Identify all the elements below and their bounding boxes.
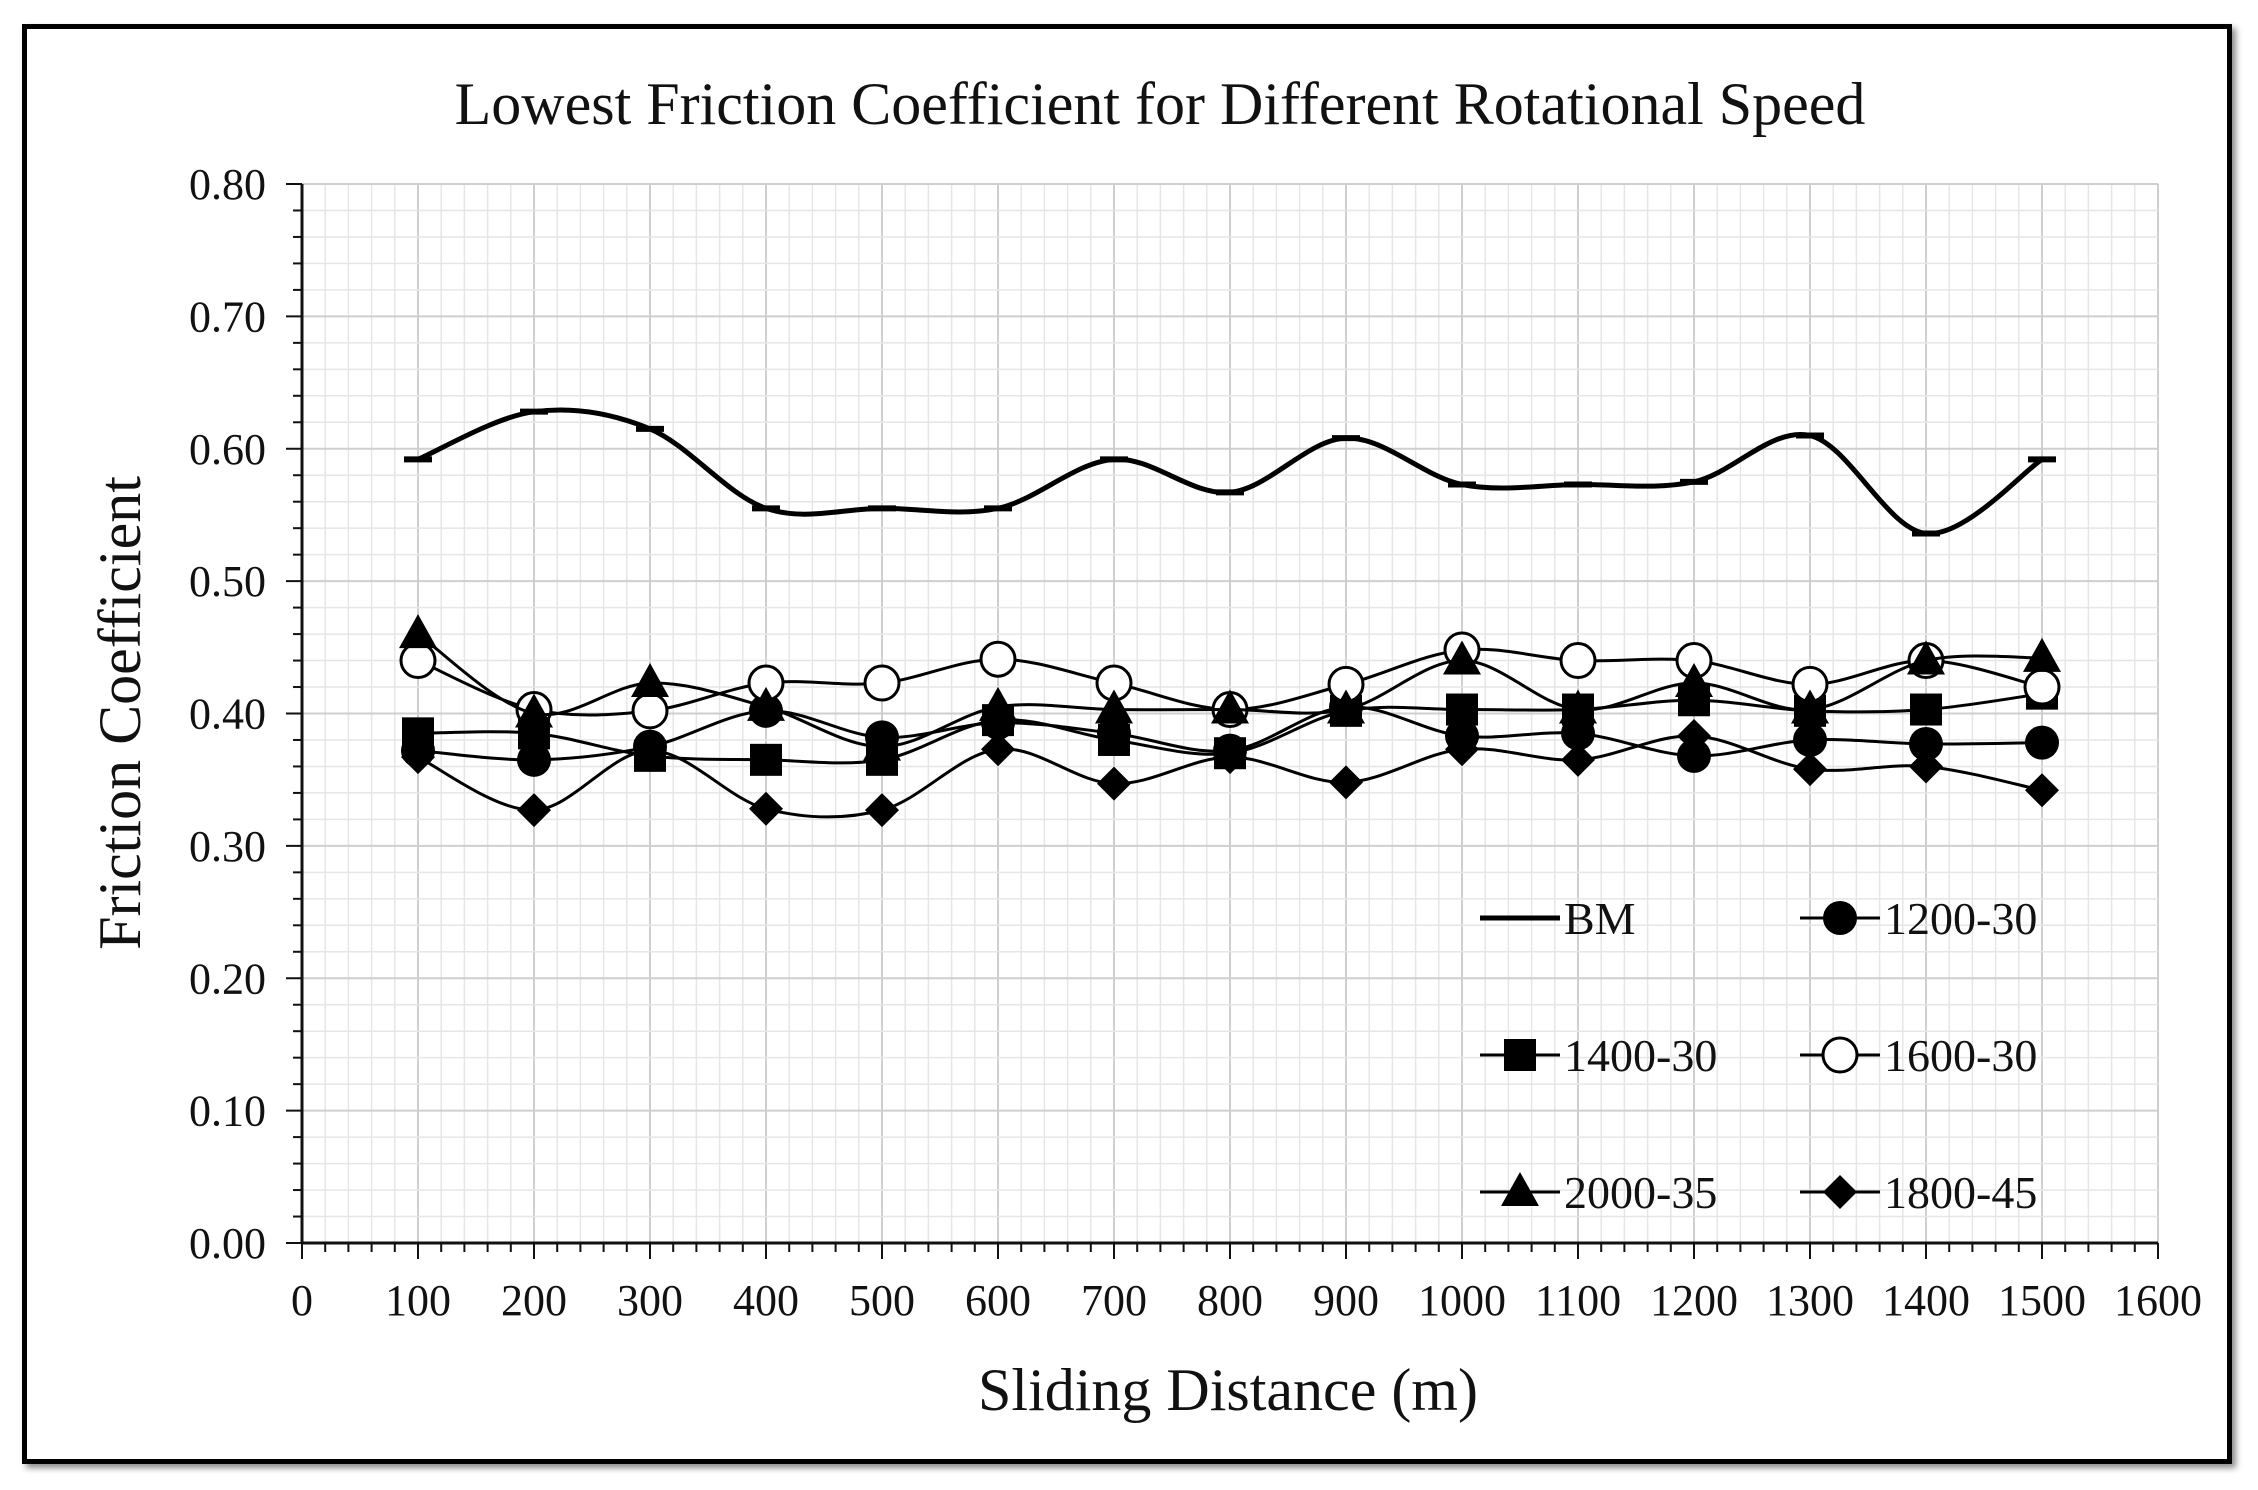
data-point [1443, 640, 1481, 675]
x-tick-label: 0 [291, 1276, 313, 1325]
x-tick-label: 1100 [1535, 1276, 1621, 1325]
data-point [631, 692, 669, 730]
x-tick-label: 400 [733, 1276, 799, 1325]
y-tick-label: 0.50 [189, 557, 266, 606]
y-tick-label: 0.80 [189, 160, 266, 209]
data-point [517, 793, 551, 828]
legend-swatch-marker [1823, 901, 1857, 935]
data-point [863, 664, 901, 702]
data-point [1327, 689, 1365, 724]
data-point [1559, 689, 1597, 724]
data-point [1907, 640, 1945, 675]
data-point [1098, 723, 1130, 756]
data-point [750, 743, 782, 776]
x-tick-label: 500 [849, 1276, 915, 1325]
data-point [633, 733, 667, 768]
legend-item: BM [1480, 893, 1636, 944]
x-tick-label: 200 [501, 1276, 567, 1325]
plot-grid [301, 183, 2159, 1244]
chart-title: Lowest Friction Coefficient for Differen… [455, 71, 1866, 137]
data-point [1909, 749, 1943, 784]
legend-label: 1600-30 [1884, 1030, 2037, 1081]
series-2000-35 [399, 614, 2061, 761]
legend-label: 1400-30 [1564, 1030, 1717, 1081]
legend-label: 1800-45 [1884, 1167, 2037, 1218]
data-point [2023, 668, 2061, 706]
legend-swatch-marker [1501, 1172, 1539, 1206]
legend-item: 1800-45 [1800, 1167, 2037, 1218]
data-point [401, 740, 435, 775]
data-point [1793, 722, 1827, 757]
data-point [1329, 765, 1363, 800]
data-point [1677, 719, 1711, 754]
data-point [863, 726, 901, 761]
data-point [1097, 766, 1131, 801]
x-tick-label: 100 [385, 1276, 451, 1325]
legend-label: 1200-30 [1884, 893, 2037, 944]
plot-axes: 0 100 200 300 400 500 600 700 800 900 1000 1100 1200… [189, 160, 2202, 1325]
data-point [399, 642, 437, 680]
legend-item: 1200-30 [1800, 893, 2037, 944]
data-point [399, 614, 437, 649]
y-axis-title: Friction Coefficient [87, 476, 153, 950]
data-point [1909, 726, 1943, 761]
data-point [865, 793, 899, 828]
y-tick-label: 0.40 [189, 690, 266, 739]
data-point [1213, 740, 1247, 775]
data-point [979, 640, 1017, 678]
x-tick-label: 300 [617, 1276, 683, 1325]
y-tick-label: 0.30 [189, 822, 266, 871]
data-point [979, 686, 1017, 721]
x-tick-label: 800 [1197, 1276, 1263, 1325]
x-tick-label: 1400 [1882, 1276, 1970, 1325]
legend-item: 1600-30 [1800, 1030, 2037, 1081]
series-layer [399, 407, 2061, 828]
x-tick-label: 1300 [1766, 1276, 1854, 1325]
data-point [749, 791, 783, 826]
x-tick-label: 1200 [1650, 1276, 1738, 1325]
series-BM [404, 407, 2056, 537]
y-tick-label: 0.10 [189, 1087, 266, 1136]
data-point [1910, 693, 1942, 726]
legend-item: 1400-30 [1480, 1030, 1717, 1081]
x-tick-label: 1600 [2114, 1276, 2202, 1325]
x-tick-label: 900 [1313, 1276, 1379, 1325]
data-point [1561, 742, 1595, 777]
data-point [1211, 689, 1249, 724]
y-tick-label: 0.20 [189, 954, 266, 1003]
legend-swatch-marker [1821, 1036, 1859, 1074]
legend-swatch-marker [1823, 1175, 1857, 1209]
legend-label: 2000-35 [1564, 1167, 1717, 1218]
data-point [631, 663, 669, 698]
legend-item: 2000-35 [1480, 1167, 1717, 1218]
data-point [1791, 689, 1829, 724]
data-point [1095, 689, 1133, 724]
data-point [2025, 773, 2059, 808]
legend: BM 1200-30 1400-30 1600-30 2000-35 1800-45 [1480, 893, 2037, 1218]
data-point [1677, 738, 1711, 773]
data-point [1559, 642, 1597, 680]
data-point [515, 693, 553, 728]
x-tick-label: 1000 [1418, 1276, 1506, 1325]
data-point [747, 686, 785, 721]
data-point [1675, 663, 1713, 698]
y-tick-label: 0.00 [189, 1219, 266, 1268]
data-point [981, 732, 1015, 767]
x-tick-label: 600 [965, 1276, 1031, 1325]
data-point [1446, 693, 1478, 726]
series-1800-45 [401, 719, 2059, 828]
x-tick-label: 1500 [1998, 1276, 2086, 1325]
data-point [1445, 732, 1479, 767]
y-tick-label: 0.60 [189, 425, 266, 474]
legend-label: BM [1564, 893, 1636, 944]
y-tick-label: 0.70 [189, 292, 266, 341]
x-tick-label: 700 [1081, 1276, 1147, 1325]
data-point [1793, 752, 1827, 787]
data-point [2025, 725, 2059, 760]
x-axis-title: Sliding Distance (m) [978, 1357, 1478, 1423]
data-point [517, 742, 551, 777]
data-point [2023, 637, 2061, 672]
legend-swatch-marker [1504, 1039, 1536, 1071]
